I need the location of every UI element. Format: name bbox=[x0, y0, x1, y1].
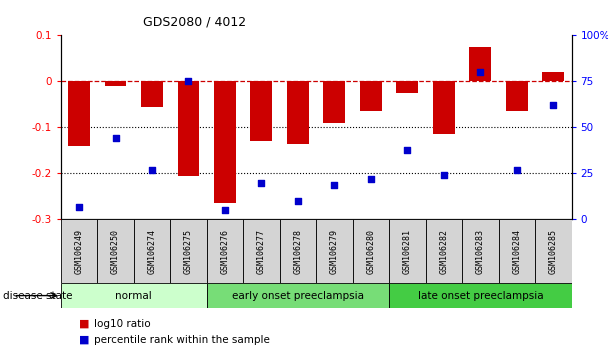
Point bbox=[111, 136, 120, 141]
Bar bbox=[396, 81, 418, 93]
Text: GSM106275: GSM106275 bbox=[184, 229, 193, 274]
Bar bbox=[207, 283, 389, 308]
Text: GSM106285: GSM106285 bbox=[549, 229, 558, 274]
Bar bbox=[426, 219, 462, 283]
Text: GSM106277: GSM106277 bbox=[257, 229, 266, 274]
Point bbox=[366, 176, 376, 182]
Bar bbox=[243, 219, 280, 283]
Bar bbox=[499, 219, 535, 283]
Point bbox=[147, 167, 157, 173]
Point bbox=[293, 198, 303, 204]
Text: GSM106280: GSM106280 bbox=[367, 229, 375, 274]
Text: GSM106276: GSM106276 bbox=[221, 229, 229, 274]
Bar bbox=[542, 72, 564, 81]
Text: GSM106279: GSM106279 bbox=[330, 229, 339, 274]
Text: GSM106281: GSM106281 bbox=[403, 229, 412, 274]
Bar bbox=[141, 81, 163, 107]
Text: ■: ■ bbox=[79, 319, 89, 329]
Text: GSM106282: GSM106282 bbox=[440, 229, 448, 274]
Point bbox=[220, 207, 230, 213]
Bar bbox=[68, 81, 90, 146]
Text: percentile rank within the sample: percentile rank within the sample bbox=[94, 335, 270, 345]
Bar bbox=[170, 219, 207, 283]
Bar bbox=[389, 219, 426, 283]
Point bbox=[74, 204, 84, 210]
Point bbox=[439, 172, 449, 178]
Text: normal: normal bbox=[116, 291, 152, 301]
Bar bbox=[433, 81, 455, 134]
Text: early onset preeclampsia: early onset preeclampsia bbox=[232, 291, 364, 301]
Bar bbox=[506, 81, 528, 111]
Point bbox=[330, 182, 339, 187]
Bar bbox=[207, 219, 243, 283]
Bar bbox=[389, 283, 572, 308]
Bar bbox=[360, 81, 382, 111]
Text: log10 ratio: log10 ratio bbox=[94, 319, 151, 329]
Text: late onset preeclampsia: late onset preeclampsia bbox=[418, 291, 543, 301]
Point bbox=[475, 69, 485, 75]
Bar bbox=[323, 81, 345, 123]
Bar bbox=[61, 283, 207, 308]
Text: GSM106249: GSM106249 bbox=[75, 229, 83, 274]
Bar bbox=[287, 81, 309, 143]
Bar bbox=[280, 219, 316, 283]
Bar bbox=[535, 219, 572, 283]
Bar bbox=[462, 219, 499, 283]
Text: GSM106284: GSM106284 bbox=[513, 229, 521, 274]
Bar bbox=[214, 81, 236, 203]
Bar bbox=[469, 47, 491, 81]
Bar bbox=[316, 219, 353, 283]
Bar bbox=[178, 81, 199, 176]
Point bbox=[402, 147, 412, 152]
Bar bbox=[105, 81, 126, 86]
Bar bbox=[250, 81, 272, 141]
Bar bbox=[61, 219, 97, 283]
Text: ■: ■ bbox=[79, 335, 89, 345]
Text: GSM106250: GSM106250 bbox=[111, 229, 120, 274]
Point bbox=[512, 167, 522, 173]
Text: GDS2080 / 4012: GDS2080 / 4012 bbox=[143, 15, 246, 28]
Text: disease state: disease state bbox=[3, 291, 72, 301]
Point bbox=[548, 103, 558, 108]
Point bbox=[184, 79, 193, 84]
Bar bbox=[97, 219, 134, 283]
Text: GSM106283: GSM106283 bbox=[476, 229, 485, 274]
Point bbox=[257, 180, 266, 185]
Text: GSM106278: GSM106278 bbox=[294, 229, 302, 274]
Bar bbox=[134, 219, 170, 283]
Text: GSM106274: GSM106274 bbox=[148, 229, 156, 274]
Bar bbox=[353, 219, 389, 283]
